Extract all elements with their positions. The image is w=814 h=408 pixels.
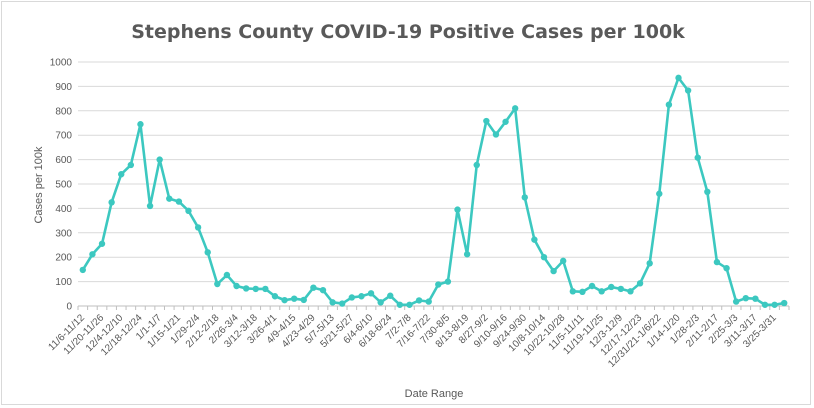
data-point	[588, 282, 596, 290]
series-line	[81, 76, 786, 307]
y-tick-label: 400	[55, 204, 72, 215]
data-point	[684, 87, 692, 94]
data-point	[694, 154, 701, 161]
data-point	[396, 301, 404, 308]
data-point	[550, 267, 557, 275]
y-axis-ticks: 0 100 200 300 400 500 600 700 800 900 1000	[50, 58, 73, 313]
data-point	[483, 117, 490, 125]
data-point	[290, 295, 298, 302]
data-point	[358, 293, 365, 300]
data-point	[502, 118, 509, 125]
data-point	[780, 299, 788, 307]
data-point	[761, 301, 769, 308]
y-tick-label: 200	[55, 253, 72, 264]
data-point	[656, 190, 663, 197]
data-point	[646, 260, 653, 267]
data-point	[146, 202, 154, 210]
data-point	[511, 105, 519, 112]
data-point	[127, 161, 135, 169]
data-point	[617, 285, 625, 293]
data-point	[579, 288, 586, 296]
data-point	[310, 284, 317, 291]
data-point	[108, 199, 115, 206]
data-point	[377, 299, 384, 306]
data-point	[560, 257, 567, 265]
data-point	[175, 198, 183, 205]
data-point	[531, 236, 538, 243]
data-point	[223, 271, 231, 279]
y-tick-label: 300	[55, 228, 72, 239]
data-point	[723, 264, 730, 272]
data-point	[271, 293, 279, 300]
data-point	[492, 131, 500, 138]
data-point	[214, 280, 221, 288]
y-tick-label: 100	[55, 277, 72, 288]
data-point	[89, 251, 96, 258]
chart-title: Stephens County COVID-19 Positive Cases …	[131, 21, 685, 43]
data-point	[281, 296, 288, 304]
x-axis	[77, 305, 790, 310]
data-point	[300, 296, 307, 304]
data-point	[742, 294, 749, 302]
data-point	[204, 249, 211, 256]
y-tick-label: 0	[66, 302, 72, 313]
data-point	[367, 290, 375, 297]
data-point	[194, 224, 202, 231]
data-point	[521, 194, 528, 201]
data-point	[98, 240, 106, 247]
data-point	[636, 280, 644, 287]
data-point	[463, 251, 471, 258]
data-point	[732, 298, 740, 305]
data-point	[79, 266, 87, 274]
y-tick-label: 1000	[50, 58, 73, 69]
gridlines	[78, 61, 789, 283]
data-point	[329, 299, 336, 306]
data-point	[771, 301, 778, 308]
y-tick-label: 500	[55, 180, 72, 191]
data-point	[435, 281, 442, 288]
data-point	[473, 161, 480, 169]
x-axis-label: Date Range	[405, 388, 464, 400]
y-axis-label: Cases per 100k	[33, 146, 45, 224]
data-point	[665, 101, 673, 108]
data-point	[444, 278, 452, 285]
data-point	[454, 206, 461, 213]
data-point	[118, 171, 125, 178]
data-point	[752, 295, 759, 302]
data-point	[137, 121, 144, 128]
data-point	[185, 207, 192, 215]
y-tick-label: 600	[55, 155, 72, 166]
data-point	[569, 288, 577, 295]
data-point	[387, 292, 394, 299]
data-point	[415, 297, 423, 304]
y-tick-label: 900	[55, 82, 72, 93]
data-point	[713, 258, 721, 266]
data-point	[627, 288, 634, 295]
x-axis-ticks: 11/6-11/1211/20-11/2612/4-12/1012/18-12/…	[46, 312, 779, 370]
data-point	[675, 74, 682, 82]
data-point	[319, 286, 327, 294]
data-point	[262, 285, 269, 293]
data-point	[233, 282, 240, 290]
y-tick-label: 700	[55, 131, 72, 142]
data-point	[540, 254, 548, 261]
data-series	[79, 74, 788, 308]
data-point	[242, 285, 250, 292]
data-point	[406, 301, 413, 308]
data-point	[166, 195, 173, 202]
data-point	[704, 188, 711, 196]
data-point	[156, 156, 163, 163]
data-point	[348, 294, 356, 301]
data-point	[425, 298, 432, 305]
y-tick-label: 800	[55, 106, 72, 117]
data-point	[252, 285, 259, 293]
data-point	[339, 300, 346, 307]
data-point	[608, 283, 615, 291]
data-point	[598, 288, 605, 295]
